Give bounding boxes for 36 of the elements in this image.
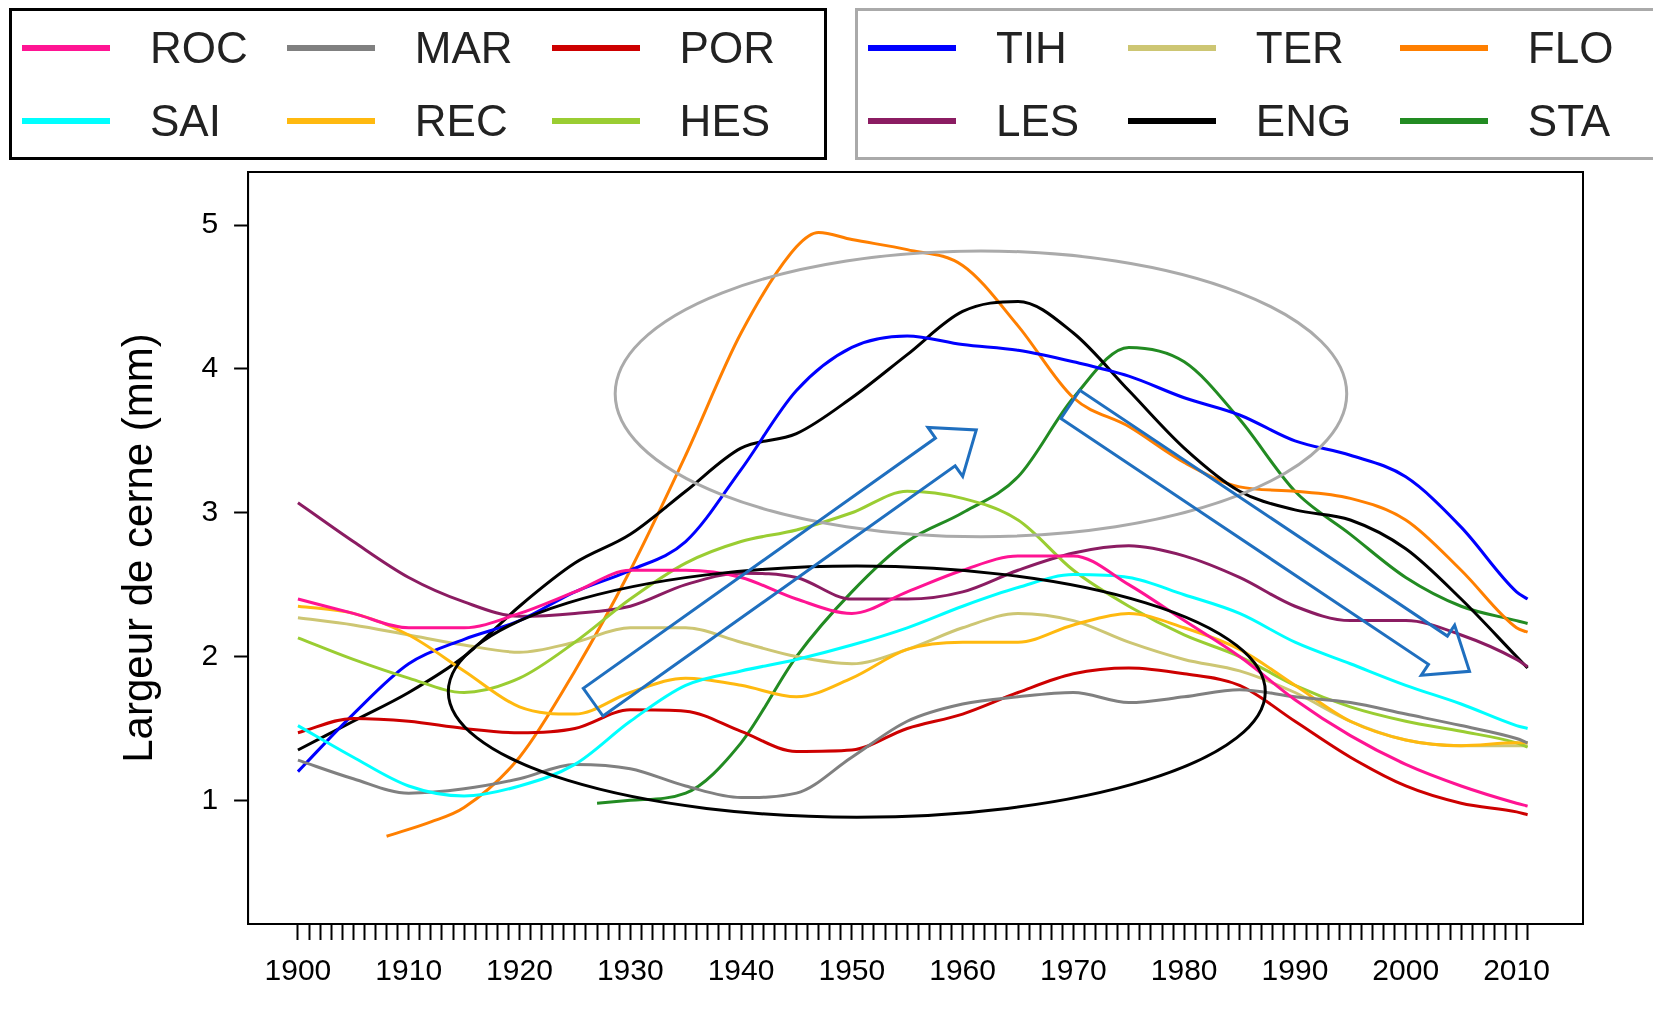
legend-label: ENG (1255, 95, 1352, 146)
x-tick-label: 1970 (1040, 953, 1107, 987)
x-tick-label: 1900 (264, 953, 332, 987)
legend-label: FLO (1527, 22, 1614, 73)
x-tick-label: 1910 (375, 953, 443, 987)
legend-label: REC (414, 95, 508, 146)
legend-label: LES (996, 95, 1080, 146)
y-tick-label: 4 (201, 350, 219, 384)
x-tick-label: 1930 (596, 953, 664, 987)
y-tick-label: 5 (201, 206, 219, 240)
y-tick-label: 2 (201, 637, 219, 671)
y-tick-label: 1 (201, 781, 219, 815)
x-tick-label: 1950 (818, 953, 886, 987)
legend-label: TER (1255, 22, 1344, 73)
line-series (296, 666, 1530, 817)
legend-label: HES (679, 95, 771, 146)
x-tick-label: 1990 (1261, 953, 1329, 987)
legend-label: ROC (150, 22, 248, 73)
x-tick-label: 1920 (486, 953, 553, 987)
line-series (385, 230, 1530, 838)
y-axis-title: Largeur de cerne (mm) (113, 333, 161, 763)
line-series (296, 501, 1530, 669)
x-tick-label: 1960 (929, 953, 996, 987)
x-tick-label: 2000 (1372, 953, 1440, 987)
legend-label: STA (1527, 95, 1611, 146)
legend-label: SAI (150, 95, 221, 146)
line-series (595, 345, 1530, 805)
legend-label: TIH (996, 22, 1067, 73)
y-tick-label: 3 (201, 494, 219, 528)
line-series (296, 688, 1530, 799)
x-tick-label: 2010 (1483, 953, 1550, 987)
line-series (296, 489, 1530, 749)
x-tick-label: 1940 (707, 953, 775, 987)
legend-label: POR (679, 22, 775, 73)
legend-label: MAR (414, 22, 513, 73)
x-tick-label: 1980 (1150, 953, 1218, 987)
